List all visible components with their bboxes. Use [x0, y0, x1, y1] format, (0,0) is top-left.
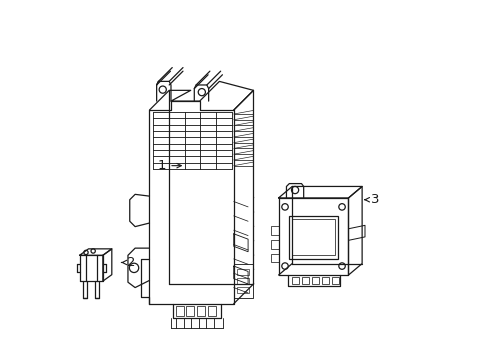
Bar — [207, 306, 215, 316]
Bar — [270, 253, 278, 262]
Bar — [175, 306, 183, 316]
Text: 3: 3 — [364, 193, 379, 206]
Text: 1: 1 — [158, 159, 181, 172]
Bar — [322, 277, 328, 284]
Bar — [186, 306, 194, 316]
Bar — [197, 306, 204, 316]
Bar — [236, 269, 249, 275]
Bar — [302, 277, 308, 284]
Bar — [312, 277, 318, 284]
Bar — [332, 277, 338, 284]
Bar — [270, 240, 278, 249]
Bar — [292, 220, 334, 255]
Bar — [288, 216, 338, 258]
Text: 2: 2 — [122, 256, 136, 269]
Bar — [292, 277, 298, 284]
Bar — [270, 226, 278, 235]
Bar — [236, 287, 249, 293]
Bar — [236, 278, 249, 284]
